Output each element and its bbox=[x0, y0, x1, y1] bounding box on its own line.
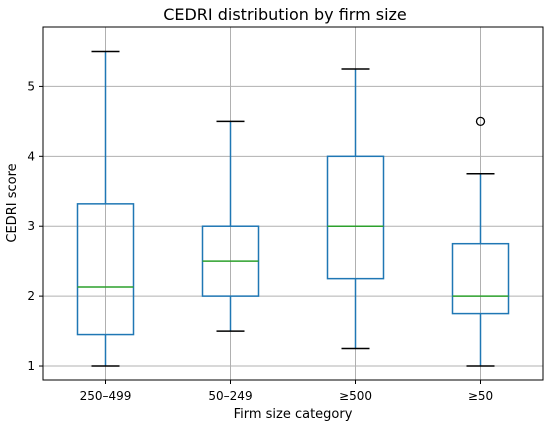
y-tick-label: 3 bbox=[27, 219, 35, 233]
y-tick-label: 2 bbox=[27, 289, 35, 303]
iqr-box bbox=[451, 242, 510, 315]
box-3 bbox=[326, 68, 385, 350]
y-tick-label: 4 bbox=[27, 149, 35, 163]
y-axis-label: CEDRI score bbox=[5, 163, 20, 242]
box-2 bbox=[201, 120, 260, 332]
y-tick-label: 1 bbox=[27, 359, 35, 373]
x-axis-label: Firm size category bbox=[234, 407, 353, 422]
y-tick-label: 5 bbox=[27, 79, 35, 93]
x-tick-label: 250–499 bbox=[80, 389, 132, 403]
x-tick-label: ≥50 bbox=[468, 389, 493, 403]
tick-layer: 1 2 3 4 5 250–499 50–249 ≥500 ≥50 bbox=[27, 79, 493, 403]
iqr-box bbox=[326, 155, 385, 280]
chart-title: CEDRI distribution by firm size bbox=[163, 5, 407, 24]
box-1 bbox=[76, 50, 135, 367]
outlier-point bbox=[475, 116, 486, 127]
x-tick-label: ≥500 bbox=[339, 389, 372, 403]
x-tick-label: 50–249 bbox=[208, 389, 252, 403]
box-layer bbox=[76, 50, 510, 367]
iqr-box bbox=[76, 203, 135, 336]
plot-frame bbox=[42, 26, 544, 381]
box-4 bbox=[451, 116, 510, 367]
